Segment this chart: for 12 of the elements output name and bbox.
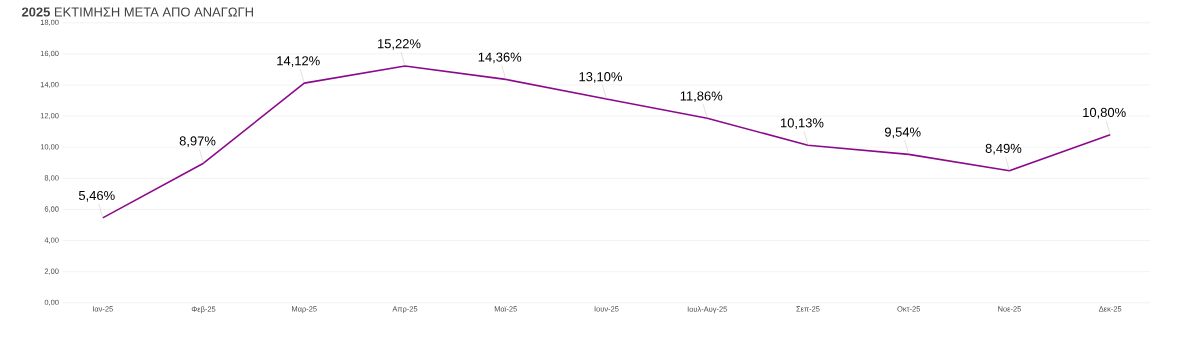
data-label: 5,46% (78, 190, 115, 202)
chart-title: 2025 ΕΚΤΙΜΗΣΗ ΜΕΤΑ ΑΠΟ ΑΝΑΓΩΓΗ (21, 7, 253, 17)
data-label: 8,97% (179, 136, 216, 148)
data-label: 9,54% (884, 127, 921, 139)
data-label: 10,13% (780, 118, 824, 129)
data-label: 14,12% (277, 56, 320, 67)
data-label: 8,49% (985, 143, 1022, 155)
data-label: 15,22% (378, 39, 421, 50)
data-label: 11,86% (680, 91, 723, 103)
data-label: 14,36% (478, 52, 522, 64)
data-label: 10,80% (1083, 107, 1126, 119)
data-label: 13,10% (579, 72, 622, 83)
